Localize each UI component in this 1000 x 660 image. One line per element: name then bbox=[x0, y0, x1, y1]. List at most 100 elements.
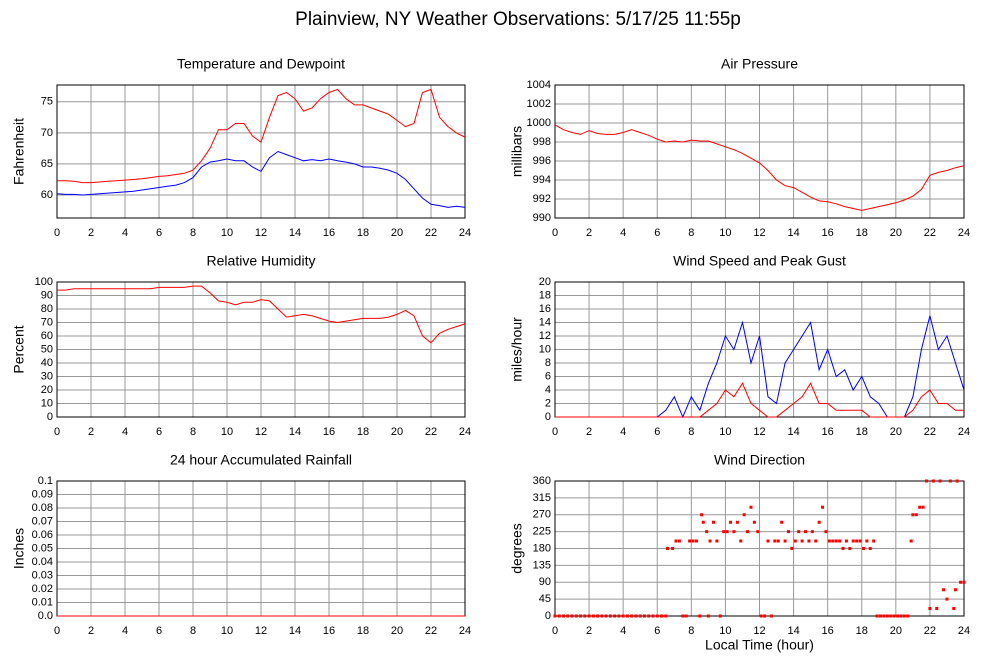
x-tick-label: 12 bbox=[255, 227, 267, 239]
x-tick-label: 14 bbox=[787, 625, 799, 637]
y-tick-label: 14 bbox=[539, 316, 551, 328]
point bbox=[691, 539, 695, 543]
y-tick-label: 60 bbox=[41, 189, 53, 201]
y-tick-label: 135 bbox=[533, 559, 551, 571]
x-tick-label: 4 bbox=[122, 426, 128, 438]
x-tick-label: 2 bbox=[88, 426, 94, 438]
point bbox=[783, 539, 787, 543]
plot-frame bbox=[554, 281, 965, 418]
point bbox=[706, 614, 710, 618]
point bbox=[570, 614, 574, 618]
y-tick-label: 75 bbox=[41, 96, 53, 108]
x-axis-label: Local Time (hour) bbox=[705, 637, 814, 653]
point bbox=[952, 607, 956, 610]
y-tick-label: 0.07 bbox=[32, 515, 53, 527]
y-tick-label: 6 bbox=[545, 370, 551, 382]
y-tick-label: 16 bbox=[539, 303, 551, 315]
point bbox=[557, 614, 561, 618]
y-tick-label: 45 bbox=[539, 593, 551, 605]
point bbox=[948, 479, 952, 483]
point bbox=[925, 479, 929, 483]
x-tick-label: 14 bbox=[289, 625, 301, 637]
point bbox=[861, 547, 865, 550]
x-tick-label: 8 bbox=[688, 426, 694, 438]
x-tick-label: 8 bbox=[688, 625, 694, 637]
x-tick-label: 22 bbox=[924, 426, 936, 438]
point bbox=[729, 520, 733, 524]
x-tick-label: 18 bbox=[856, 625, 868, 637]
page-title: Plainview, NY Weather Observations: 5/17… bbox=[295, 9, 741, 30]
point bbox=[827, 539, 831, 543]
point bbox=[553, 614, 557, 618]
point bbox=[621, 614, 625, 618]
y-tick-label: 30 bbox=[41, 370, 53, 382]
point bbox=[875, 614, 879, 618]
point bbox=[855, 539, 859, 543]
point bbox=[858, 539, 862, 543]
x-tick-label: 0 bbox=[552, 227, 558, 239]
x-tick-label: 10 bbox=[221, 227, 233, 239]
x-tick-label: 10 bbox=[719, 426, 731, 438]
x-tick-label: 14 bbox=[787, 227, 799, 239]
point bbox=[718, 614, 722, 618]
x-tick-label: 6 bbox=[156, 426, 162, 438]
y-tick-label: 10 bbox=[41, 397, 53, 409]
x-tick-label: 18 bbox=[856, 227, 868, 239]
x-tick-label: 16 bbox=[323, 227, 335, 239]
y-tick-label: 1002 bbox=[527, 98, 551, 110]
point bbox=[642, 614, 646, 618]
point bbox=[892, 614, 896, 618]
y-axis-label: miles/hour bbox=[509, 317, 525, 382]
point bbox=[902, 614, 906, 618]
x-tick-label: 4 bbox=[620, 227, 626, 239]
x-tick-label: 10 bbox=[719, 625, 731, 637]
point bbox=[899, 614, 903, 618]
x-tick-label: 0 bbox=[552, 426, 558, 438]
y-tick-label: 65 bbox=[41, 158, 53, 170]
point bbox=[780, 520, 784, 524]
point bbox=[562, 614, 566, 618]
point bbox=[677, 539, 681, 543]
x-tick-label: 0 bbox=[552, 625, 558, 637]
chart-title: Wind Direction bbox=[714, 452, 805, 468]
point bbox=[715, 539, 719, 543]
x-tick-label: 18 bbox=[856, 426, 868, 438]
y-tick-label: 1000 bbox=[527, 117, 551, 129]
point bbox=[793, 539, 797, 543]
y-tick-label: 225 bbox=[533, 526, 551, 538]
point bbox=[708, 539, 712, 543]
point bbox=[742, 513, 746, 517]
point bbox=[591, 614, 595, 618]
point bbox=[681, 614, 685, 618]
x-tick-label: 14 bbox=[289, 227, 301, 239]
point bbox=[701, 520, 705, 524]
point bbox=[821, 505, 825, 509]
point bbox=[587, 614, 591, 618]
x-tick-label: 22 bbox=[924, 227, 936, 239]
point bbox=[848, 547, 852, 550]
y-tick-label: 180 bbox=[533, 542, 551, 554]
y-tick-label: 10 bbox=[539, 343, 551, 355]
point bbox=[739, 539, 743, 543]
x-tick-label: 22 bbox=[425, 426, 437, 438]
point bbox=[786, 530, 790, 534]
y-tick-label: 20 bbox=[41, 384, 53, 396]
x-tick-label: 22 bbox=[924, 625, 936, 637]
point bbox=[851, 539, 855, 543]
y-tick-label: 0.0 bbox=[38, 610, 53, 622]
x-tick-label: 20 bbox=[890, 227, 902, 239]
point bbox=[921, 505, 925, 509]
point bbox=[872, 539, 876, 543]
x-tick-label: 0 bbox=[54, 227, 60, 239]
point bbox=[911, 513, 915, 517]
y-tick-label: 70 bbox=[41, 127, 53, 139]
y-axis-label: Fahrenheit bbox=[11, 118, 27, 185]
y-tick-label: 990 bbox=[533, 212, 551, 224]
x-tick-label: 16 bbox=[323, 426, 335, 438]
x-tick-label: 14 bbox=[289, 426, 301, 438]
point bbox=[700, 513, 704, 517]
y-tick-label: 996 bbox=[533, 155, 551, 167]
point bbox=[810, 530, 814, 534]
x-tick-label: 6 bbox=[156, 625, 162, 637]
point bbox=[896, 614, 900, 618]
